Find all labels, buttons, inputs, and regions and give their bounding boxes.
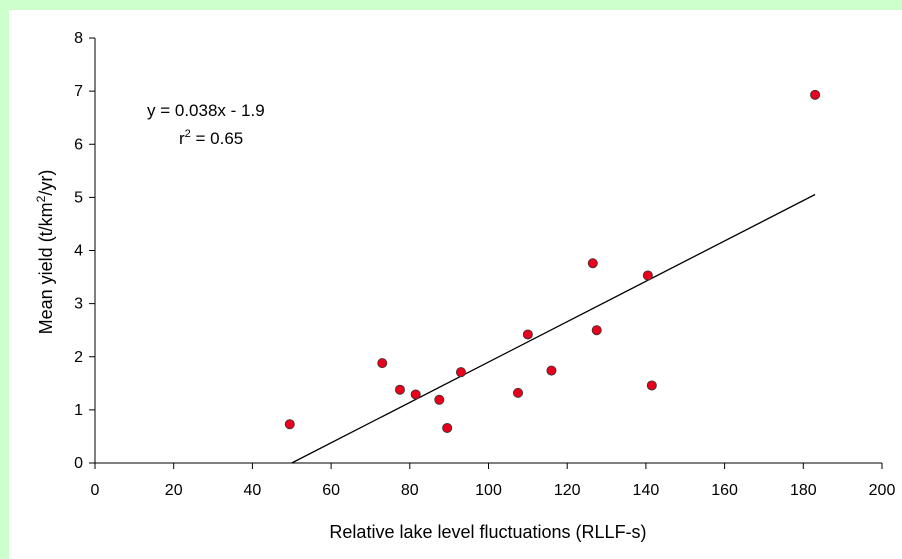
y-tick-label: 5 [74, 189, 83, 206]
data-point [546, 365, 557, 376]
r-squared-label: r2 = 0.65 [179, 128, 243, 148]
data-point [522, 329, 533, 340]
data-point [410, 389, 421, 400]
data-point [591, 325, 602, 336]
points-group [284, 89, 821, 433]
data-point [377, 358, 388, 369]
trendline [291, 193, 816, 464]
data-point [284, 419, 295, 430]
x-tick-label: 40 [244, 482, 262, 499]
data-point [513, 387, 524, 398]
ticks: 0 20 40 60 80 100 120 140 160 180 200 0 1 2 3 4 5 6 7 8 [74, 30, 895, 499]
y-tick-label: 1 [74, 402, 83, 419]
data-point [587, 258, 598, 269]
y-tick-label: 0 [74, 455, 83, 472]
x-tick-label: 0 [91, 482, 100, 499]
x-tick-label: 60 [322, 482, 340, 499]
data-point [810, 89, 821, 100]
x-tick-label: 80 [401, 482, 419, 499]
data-point [455, 367, 466, 378]
y-tick-label: 4 [74, 243, 83, 260]
trendline-group [291, 193, 816, 464]
y-tick-label: 2 [74, 349, 83, 366]
data-point [394, 384, 405, 395]
scatter-chart: 0 20 40 60 80 100 120 140 160 180 200 0 1 2 3 4 5 6 7 8 y =… [34, 30, 895, 542]
y-axis-title: Mean yield (t/km2/yr) [34, 170, 56, 335]
regression-equation: y = 0.038x - 1.9 [147, 101, 265, 120]
chart-frame: 0 20 40 60 80 100 120 140 160 180 200 0 1 2 3 4 5 6 7 8 y =… [9, 10, 902, 559]
data-point [442, 422, 453, 433]
x-axis-title: Relative lake level fluctuations (RLLF-s… [329, 522, 646, 542]
y-tick-label: 8 [74, 30, 83, 47]
data-point [642, 270, 653, 281]
x-tick-label: 140 [633, 482, 660, 499]
y-tick-label: 3 [74, 296, 83, 313]
x-tick-label: 160 [711, 482, 738, 499]
x-tick-label: 100 [475, 482, 502, 499]
x-tick-label: 180 [790, 482, 817, 499]
data-point [646, 380, 657, 391]
y-tick-label: 7 [74, 83, 83, 100]
x-tick-label: 120 [554, 482, 581, 499]
data-point [434, 394, 445, 405]
y-tick-label: 6 [74, 136, 83, 153]
x-tick-label: 200 [869, 482, 896, 499]
x-tick-label: 20 [165, 482, 183, 499]
